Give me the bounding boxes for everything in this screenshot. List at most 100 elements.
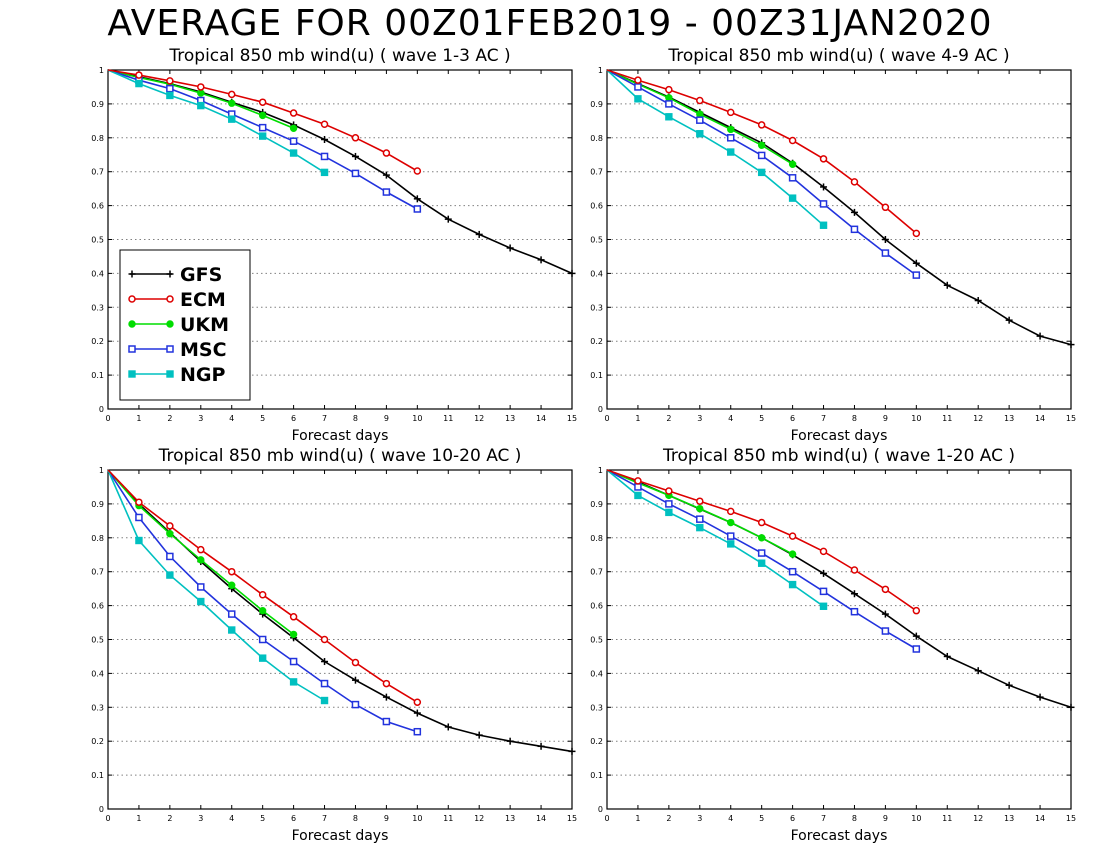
series-ngp (107, 469, 329, 705)
data-point-ngp (788, 194, 797, 202)
series-msc (606, 469, 921, 653)
y-tick-label: 0 (598, 405, 603, 414)
series-line-gfs (606, 469, 1072, 709)
y-tick-label: 0.3 (91, 303, 104, 312)
chart-panel-4: Tropical 850 mb wind(u) ( wave 1-20 AC )… (590, 446, 1076, 844)
legend-marker (128, 295, 136, 303)
legend-marker (166, 370, 174, 378)
legend-entry-ukm: UKM (128, 314, 229, 336)
data-point-ecm (881, 585, 890, 594)
data-point-ukm (289, 630, 298, 639)
series-ecm (107, 69, 422, 175)
y-tick-label: 0.6 (590, 602, 603, 611)
x-tick-label: 7 (322, 814, 327, 823)
data-point-ecm (351, 134, 360, 142)
data-point-ecm (166, 77, 174, 85)
data-point-msc (413, 727, 422, 736)
series-ecm (606, 469, 921, 615)
x-tick-label: 6 (790, 814, 795, 823)
data-point-gfs (943, 281, 951, 289)
data-point-msc (382, 717, 391, 726)
series-ngp (606, 69, 828, 229)
data-point-ukm (258, 111, 267, 120)
x-tick-label: 4 (728, 814, 733, 823)
series-line-gfs (606, 69, 1072, 346)
x-tick-label: 2 (167, 814, 172, 823)
data-point-gfs (1067, 703, 1075, 711)
series-line-msc (107, 469, 418, 733)
data-point-ecm (726, 507, 735, 516)
x-tick-label: 1 (635, 814, 640, 823)
legend-label: NGP (180, 364, 225, 386)
y-tick-label: 0.6 (91, 602, 104, 611)
x-tick-label: 0 (604, 814, 609, 823)
x-tick-label: 10 (911, 414, 921, 423)
data-point-msc (850, 607, 859, 616)
data-point-msc (788, 174, 797, 182)
y-tick-label: 0 (99, 405, 104, 414)
data-point-ukm (289, 124, 298, 133)
data-point-ecm (819, 547, 828, 556)
data-point-ngp (634, 491, 642, 500)
data-point-ecm (197, 545, 205, 554)
data-point-gfs (506, 244, 514, 252)
legend-label: ECM (180, 289, 226, 311)
data-point-ngp (819, 602, 828, 610)
legend-marker (166, 295, 174, 303)
y-tick-label: 0.3 (590, 703, 603, 712)
data-point-ngp (197, 597, 205, 606)
data-point-gfs (850, 590, 858, 598)
x-tick-label: 11 (942, 414, 952, 423)
data-point-ukm (228, 581, 236, 589)
data-point-ecm (696, 96, 704, 105)
data-point-ukm (757, 141, 766, 149)
series-ngp (107, 69, 329, 177)
x-tick-label: 7 (322, 414, 327, 423)
data-point-msc (726, 134, 735, 142)
y-tick-label: 0.3 (590, 303, 603, 312)
x-axis-label: Forecast days (292, 428, 389, 444)
x-tick-label: 1 (136, 414, 141, 423)
data-point-gfs (351, 152, 359, 160)
data-point-ecm (726, 108, 735, 117)
series-line-ecm (107, 469, 418, 703)
data-point-ngp (289, 678, 298, 686)
data-point-ecm (819, 155, 828, 163)
data-point-ngp (228, 115, 236, 123)
data-point-gfs (974, 297, 982, 305)
y-tick-label: 0.2 (91, 737, 104, 746)
data-point-ukm (727, 125, 735, 134)
x-tick-label: 0 (105, 414, 110, 423)
data-point-ecm (881, 203, 890, 212)
y-tick-label: 0.4 (590, 669, 603, 678)
series-msc (107, 469, 422, 736)
legend-entry-ecm: ECM (128, 289, 226, 311)
data-point-ecm (413, 698, 422, 706)
plot-frame (107, 469, 573, 810)
series-ngp (606, 469, 828, 610)
data-point-ecm (382, 149, 391, 157)
data-point-ngp (757, 559, 766, 567)
x-tick-label: 14 (536, 814, 546, 823)
data-point-ngp (258, 132, 267, 140)
data-point-gfs (413, 709, 421, 717)
data-point-msc (382, 188, 391, 196)
y-tick-label: 0.1 (590, 371, 603, 380)
x-tick-label: 4 (728, 414, 733, 423)
data-point-ecm (912, 606, 921, 615)
data-point-ukm (696, 504, 704, 513)
x-tick-label: 7 (821, 414, 826, 423)
data-point-ngp (727, 540, 735, 548)
x-tick-label: 12 (973, 414, 983, 423)
data-point-gfs (321, 658, 329, 666)
legend-entry-gfs: GFS (128, 264, 222, 286)
data-point-gfs (850, 208, 858, 216)
y-tick-label: 0.9 (91, 500, 104, 509)
x-tick-label: 11 (443, 414, 453, 423)
data-point-ecm (258, 591, 267, 599)
y-tick-label: 0.7 (91, 168, 104, 177)
data-point-ngp (665, 113, 673, 121)
legend-marker (128, 345, 136, 353)
series-msc (606, 69, 921, 279)
legend-marker (128, 320, 136, 328)
